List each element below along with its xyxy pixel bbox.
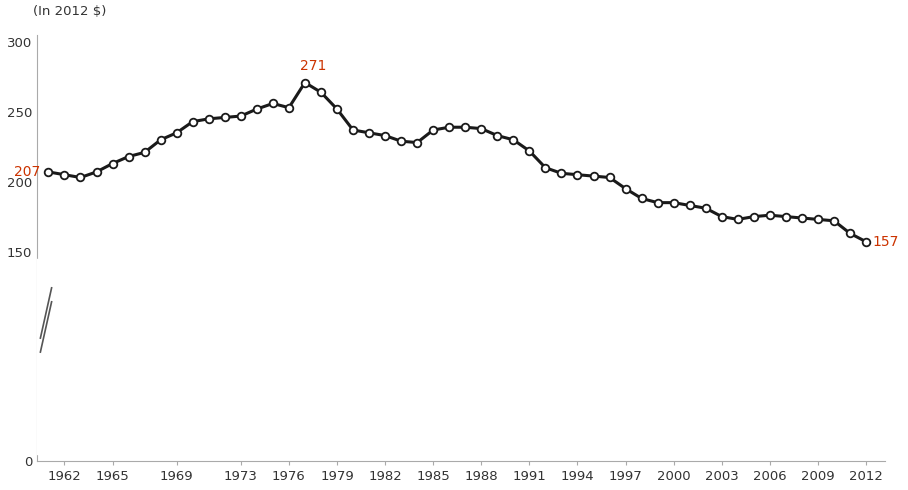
Text: 157: 157 bbox=[873, 235, 899, 249]
Text: (In 2012 $): (In 2012 $) bbox=[33, 5, 106, 18]
Text: 271: 271 bbox=[301, 59, 327, 73]
Text: 207: 207 bbox=[15, 165, 40, 179]
